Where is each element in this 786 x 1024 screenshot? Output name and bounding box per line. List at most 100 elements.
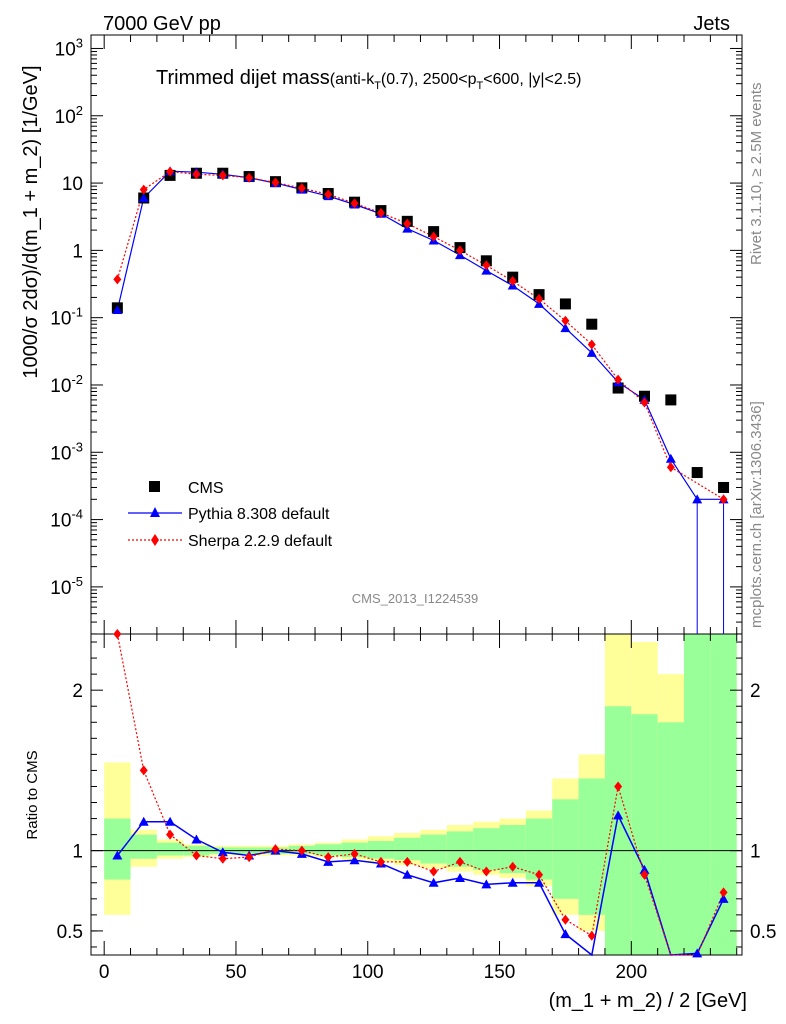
sherpa-ratio-point <box>166 829 175 840</box>
pythia-ratio-point <box>428 877 439 887</box>
ratio-uncertainty-bands <box>104 634 737 955</box>
y-axis-title-ratio: Ratio to CMS <box>24 750 41 839</box>
pythia-ratio-point <box>481 879 492 889</box>
main-panel-series <box>111 166 730 634</box>
band-inner <box>631 714 658 955</box>
x-tick-label: 0 <box>99 962 110 983</box>
pythia-ratio-point <box>165 816 176 826</box>
y-axis-title-main: 1000/σ 2dσ)/d(m_1 + m_2) [1/GeV] <box>20 65 42 378</box>
pythia-ratio-point <box>138 816 149 826</box>
legend-cms-label: CMS <box>188 480 224 497</box>
band-inner <box>552 799 579 899</box>
y-tick-label: 102 <box>55 103 83 128</box>
sherpa-ratio-point <box>271 844 280 855</box>
cms-point <box>665 394 677 406</box>
y-tick-label: 10-2 <box>50 372 83 397</box>
band-inner <box>657 722 685 955</box>
sherpa-ratio-point <box>561 914 570 925</box>
plot-title: Trimmed dijet mass(anti-kT(0.7), 2500<pT… <box>156 67 581 92</box>
y-tick-label: 10-5 <box>50 574 83 599</box>
sherpa-point <box>640 397 649 408</box>
pythia-line <box>116 170 724 500</box>
legend-sherpa-marker <box>151 534 159 546</box>
rivet-label: Rivet 3.1.10, ≥ 2.5M events <box>748 83 765 266</box>
sherpa-line <box>116 170 724 500</box>
pythia-point <box>692 494 703 504</box>
sherpa-point <box>508 276 517 287</box>
sherpa-ratio-point <box>403 856 412 867</box>
band-inner <box>394 837 421 861</box>
ratio-tick-label: 1 <box>72 842 83 863</box>
legend-sherpa-label: Sherpa 2.2.9 default <box>188 533 333 550</box>
sherpa-point <box>350 198 359 209</box>
pythia-ratio-point <box>112 850 123 860</box>
sherpa-ratio-point <box>455 856 464 867</box>
sherpa-point <box>482 260 491 271</box>
sherpa-point <box>587 339 596 350</box>
ratio-tick-label-right: 0.5 <box>750 922 776 943</box>
sherpa-point <box>614 374 623 385</box>
legend: CMS Pythia 8.308 default Sherpa 2.2.9 de… <box>128 480 333 550</box>
pythia-ratio-point <box>402 869 413 879</box>
sherpa-ratio-point <box>139 765 148 776</box>
x-tick-label: 200 <box>615 962 647 983</box>
band-inner <box>525 818 553 880</box>
band-inner <box>473 828 500 870</box>
sherpa-point <box>719 494 728 505</box>
ratio-tick-label: 2 <box>72 681 83 702</box>
mcplots-label: mcplots.cern.ch [arXiv:1306.3436] <box>748 401 765 628</box>
y-tick-label: 10-4 <box>50 507 83 532</box>
sherpa-ratio-point <box>614 781 623 792</box>
title-sub-mid: (0.7), 2500<p <box>381 71 477 88</box>
sherpa-ratio-point <box>482 866 491 877</box>
title-sub-suffix: <600, |y|<2.5) <box>483 71 581 88</box>
ratio-panel-axes: 0 50 100 150 200 0.5 0.5 1 1 2 2 <box>57 633 776 983</box>
sherpa-point <box>113 274 122 285</box>
sherpa-ratio-line <box>116 633 725 956</box>
collision-label: 7000 GeV pp <box>103 13 221 35</box>
y-tick-label: 1 <box>72 241 83 262</box>
cms-point <box>559 298 571 310</box>
sherpa-point <box>166 166 175 177</box>
title-sub-T2: T <box>477 80 484 92</box>
sherpa-point <box>535 293 544 304</box>
cms-point <box>428 226 440 238</box>
sherpa-ratio-point <box>535 869 544 880</box>
cms-point <box>691 467 703 479</box>
sherpa-ratio-point <box>218 853 227 864</box>
sherpa-point <box>455 245 464 256</box>
pythia-ratio-point <box>507 877 518 887</box>
band-inner <box>367 841 395 859</box>
pythia-point <box>586 347 597 357</box>
cms-point <box>718 481 730 493</box>
pythia-ratio-point <box>191 834 202 844</box>
sherpa-point <box>192 169 201 180</box>
sherpa-point <box>245 172 254 183</box>
pythia-ratio-point <box>692 948 703 958</box>
band-inner <box>710 634 737 955</box>
sherpa-point <box>271 177 280 188</box>
y-tick-label: 10 <box>62 174 83 195</box>
sherpa-ratio-point <box>429 866 438 877</box>
sherpa-ratio-point <box>640 869 649 880</box>
sherpa-point <box>218 170 227 181</box>
pythia-ratio-line <box>116 813 725 957</box>
main-panel-axes: 10-5 10-4 10-3 10-2 10-1 1 10 102 103 <box>50 34 743 635</box>
band-inner <box>130 834 157 859</box>
x-tick-label: 150 <box>484 962 516 983</box>
cms-point <box>586 318 598 330</box>
ratio-tick-label-right: 2 <box>750 681 761 702</box>
band-inner <box>104 818 131 880</box>
pythia-ratio-point <box>718 893 729 903</box>
sherpa-point <box>139 184 148 195</box>
pythia-ratio-point <box>639 864 650 874</box>
pythia-point <box>138 192 149 202</box>
y-tick-label: 10-1 <box>50 305 83 330</box>
sherpa-ratio-point <box>587 930 596 941</box>
x-tick-label: 50 <box>225 962 246 983</box>
pythia-ratio-point <box>217 847 228 857</box>
band-inner <box>684 634 711 955</box>
sherpa-ratio-point <box>719 887 728 898</box>
sherpa-point <box>429 231 438 242</box>
